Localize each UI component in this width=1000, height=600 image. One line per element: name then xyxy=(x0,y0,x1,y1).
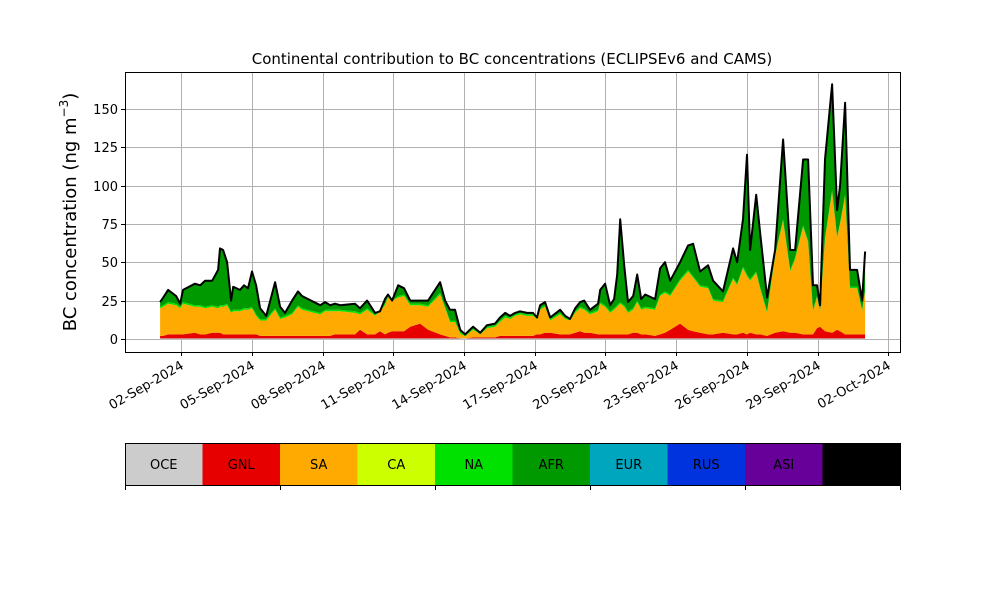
legend-label-afr: AFR xyxy=(539,458,564,473)
y-axis-label-superscript: −3 xyxy=(57,100,71,118)
region-colorbar-legend: OCE GNL SA CA NA AFR EUR RUS ASI AUS xyxy=(125,443,901,490)
legend-swatch-gnl xyxy=(202,443,280,485)
legend-label-asi: ASI xyxy=(773,458,794,473)
legend-label-eur: EUR xyxy=(615,458,642,473)
chart-title: Continental contribution to BC concentra… xyxy=(252,50,773,68)
legend-swatch-aus xyxy=(822,443,900,485)
x-tick-label: 17-Sep-2024 xyxy=(461,358,541,413)
legend-label-rus: RUS xyxy=(693,458,720,473)
legend-label-gnl: GNL xyxy=(228,458,256,473)
y-tick-label: 100 xyxy=(93,180,118,195)
y-ticks: 0 25 50 75 100 125 150 xyxy=(93,103,125,348)
x-tick-label: 11-Sep-2024 xyxy=(319,358,399,413)
y-tick-label: 125 xyxy=(93,141,118,156)
legend-swatch-ca xyxy=(357,443,435,485)
y-tick-label: 150 xyxy=(93,103,118,118)
legend-swatch-sa xyxy=(280,443,358,485)
legend-swatch-oce xyxy=(125,443,203,485)
area-sa xyxy=(160,191,866,339)
legend-label-aus: AUS xyxy=(848,458,875,473)
y-tick-label: 25 xyxy=(101,295,118,310)
legend-swatch-afr xyxy=(512,443,590,485)
x-tick-label: 26-Sep-2024 xyxy=(673,358,753,413)
x-tick-label: 02-Sep-2024 xyxy=(107,358,187,413)
x-tick-label: 08-Sep-2024 xyxy=(249,358,329,413)
x-tick-label: 05-Sep-2024 xyxy=(178,358,258,413)
colorbar-frame xyxy=(125,443,901,486)
y-axis-label-close: ) xyxy=(60,93,81,100)
x-tick-label: 02-Oct-2024 xyxy=(815,358,893,412)
x-tick-label: 23-Sep-2024 xyxy=(602,358,682,413)
plot-frame xyxy=(125,72,901,353)
y-tick-label: 75 xyxy=(101,218,118,233)
legend-swatch-na xyxy=(435,443,513,485)
y-tick-label: 0 xyxy=(110,333,118,348)
x-tick-label: 14-Sep-2024 xyxy=(390,358,470,413)
area-gnl xyxy=(160,323,866,339)
x-tick-label: 20-Sep-2024 xyxy=(531,358,611,413)
legend-label-ca: CA xyxy=(387,458,405,473)
x-tick-label: 29-Sep-2024 xyxy=(744,358,824,413)
y-tick-label: 50 xyxy=(101,256,118,271)
stacked-areas xyxy=(159,83,867,340)
legend-label-sa: SA xyxy=(310,458,327,473)
total-outline-aus xyxy=(159,83,867,336)
y-axis-label: BC concentration (ng m−3) xyxy=(57,93,81,332)
legend-swatch-rus xyxy=(667,443,745,485)
area-afr xyxy=(160,84,866,335)
legend-label-na: NA xyxy=(464,458,483,473)
x-ticks: 02-Sep-202405-Sep-202408-Sep-202411-Sep-… xyxy=(107,352,894,413)
legend-swatch-eur xyxy=(590,443,668,485)
legend-label-oce: OCE xyxy=(150,458,178,473)
y-axis-label-text: BC concentration (ng m xyxy=(60,117,81,331)
legend-swatch-asi xyxy=(745,443,823,485)
